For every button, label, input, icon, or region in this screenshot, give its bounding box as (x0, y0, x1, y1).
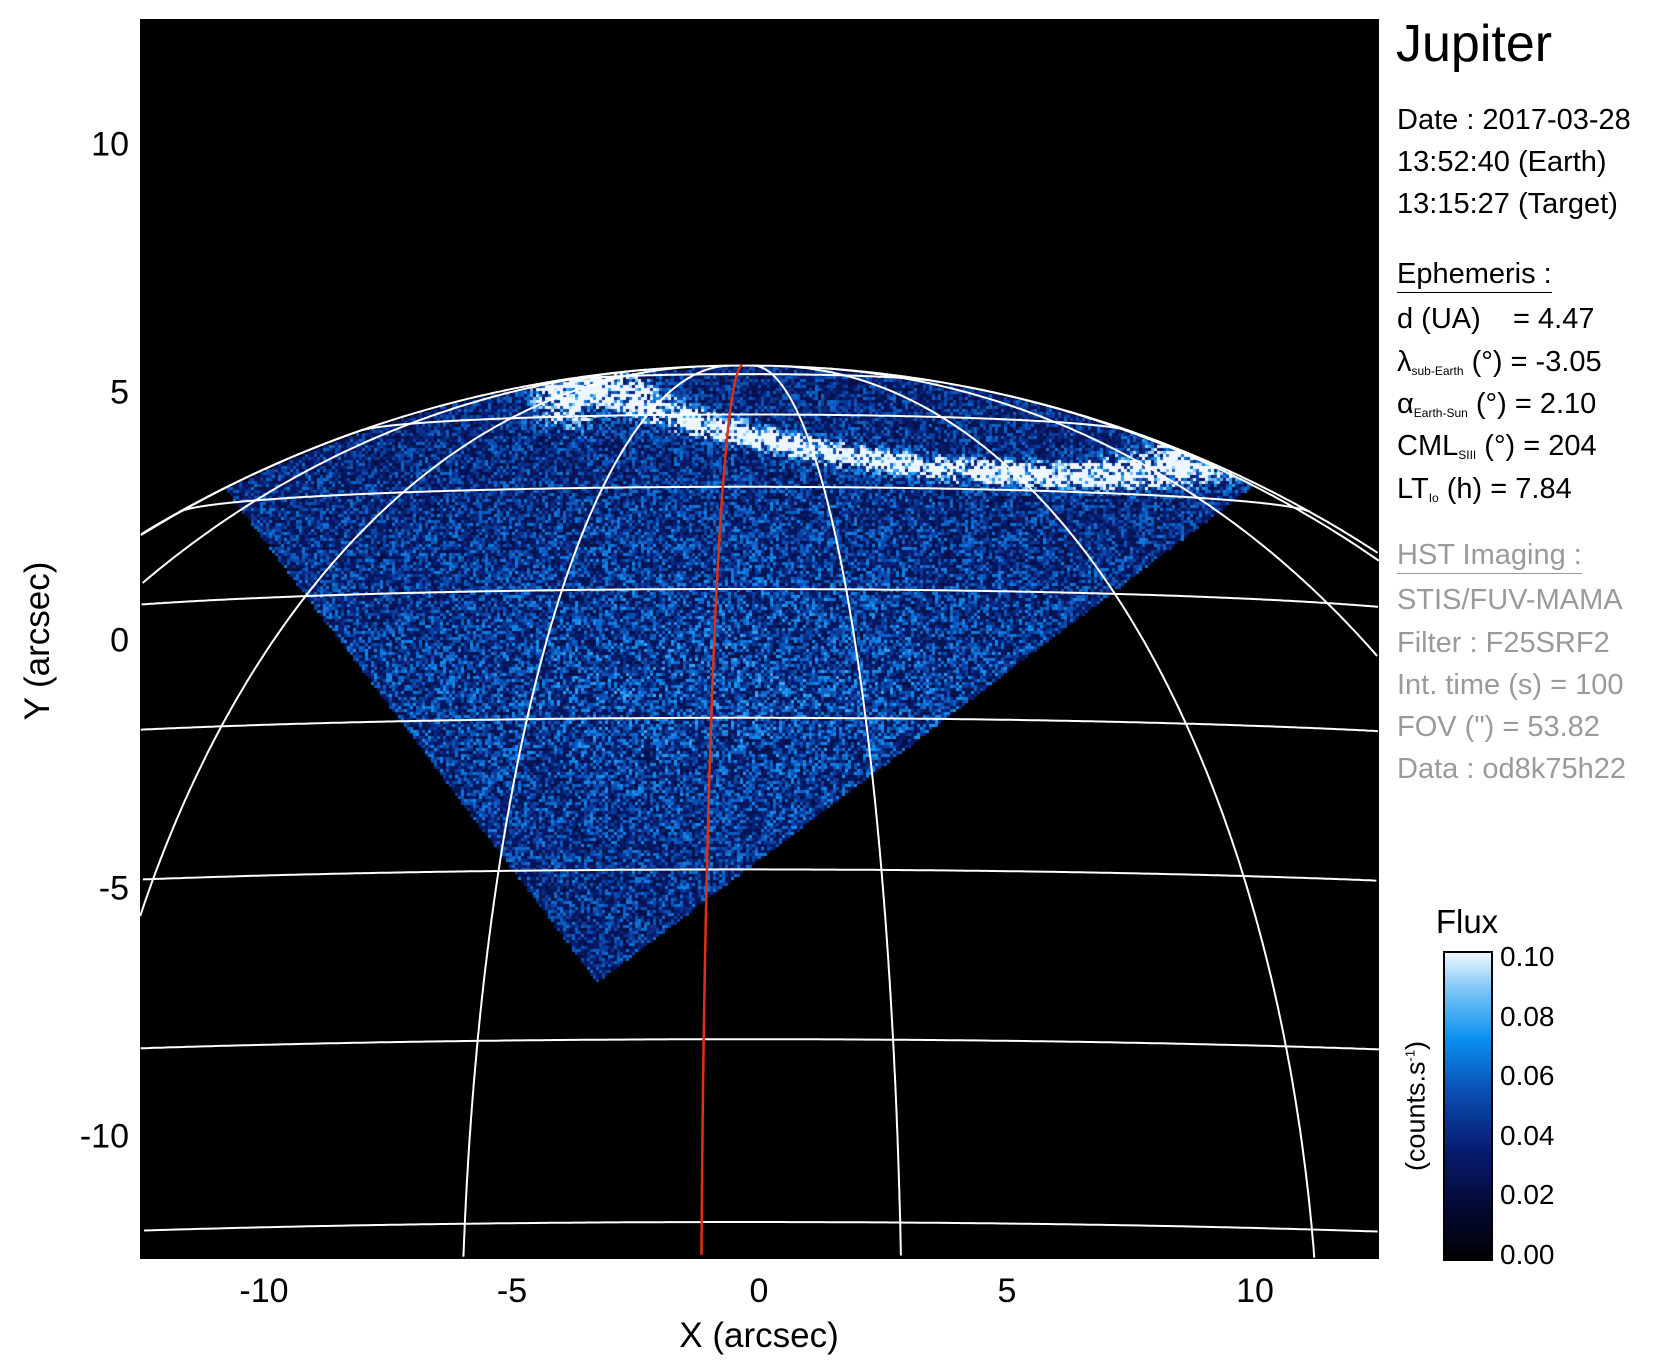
y-tick-label: -10 (79, 1117, 129, 1156)
colorbar-tick-label: 0.06 (1500, 1060, 1555, 1092)
ephemeris-row: αEarth-Sun (°) = 2.10 (1397, 388, 1597, 420)
y-tick-label: 0 (110, 621, 129, 660)
x-tick-label: 0 (749, 1272, 769, 1310)
imaging-line: Data : od8k75h22 (1397, 753, 1626, 785)
y-tick-label: 10 (91, 125, 129, 164)
y-axis-label: Y (arcsec) (18, 561, 57, 721)
time-target: 13:15:27 (Target) (1397, 188, 1618, 220)
auroral-image (140, 19, 1379, 1259)
colorbar-tick-label: 0.00 (1500, 1239, 1555, 1270)
date-text: Date : 2017-03-28 (1397, 104, 1631, 136)
longitude-line (752, 364, 902, 1256)
y-tick-label: 5 (110, 373, 129, 412)
longitude-line (141, 368, 647, 584)
x-tick-label: -10 (239, 1272, 289, 1310)
colorbar-tick-label: 0.02 (1500, 1179, 1555, 1211)
imaging-line: FOV (") = 53.82 (1397, 711, 1600, 743)
colorbar-tick-label: 0.10 (1500, 941, 1555, 972)
longitude-line (462, 364, 730, 1257)
longitude-line (140, 365, 701, 917)
imaging-line: STIS/FUV-MAMA (1397, 584, 1623, 616)
colorbar (1443, 951, 1493, 1261)
imaging-line: Int. time (s) = 100 (1397, 669, 1624, 701)
latitude-line (178, 485, 1311, 513)
longitude-line (140, 429, 361, 536)
colorbar-tick-label: 0.08 (1500, 1000, 1555, 1032)
ephemeris-row: LTIo (h) = 7.84 (1397, 473, 1572, 505)
x-axis-label: X (arcsec) (679, 1316, 839, 1355)
x-tick-label: 5 (997, 1272, 1017, 1310)
target-title: Jupiter (1396, 15, 1553, 73)
ephemeris-row: λsub-Earth (°) = -3.05 (1397, 346, 1602, 378)
latitude-line (144, 1221, 1378, 1233)
colorbar-units: (counts.s-1) (1400, 1040, 1431, 1172)
x-tick-label: -5 (496, 1272, 528, 1310)
latitude-line (140, 716, 1378, 733)
latitude-line (359, 413, 1130, 432)
image-plot-area (140, 19, 1379, 1259)
y-tick-label: -5 (98, 869, 129, 908)
planet-grid-overlay (140, 364, 1379, 1258)
latitude-line (142, 868, 1377, 882)
colorbar-title: Flux (1435, 903, 1499, 940)
ephemeris-row: CMLSIII (°) = 204 (1397, 430, 1597, 462)
ephemeris-row: d (UA) = 4.47 (1397, 303, 1595, 335)
longitude-line (963, 385, 1379, 562)
planet-limb (140, 364, 1379, 554)
latitude-line (141, 588, 1379, 608)
imaging-title: HST Imaging : (1397, 539, 1582, 574)
imaging-line: Filter : F25SRF2 (1397, 627, 1610, 659)
colorbar-tick-label: 0.04 (1500, 1119, 1555, 1151)
time-earth: 13:52:40 (Earth) (1397, 146, 1607, 178)
central-meridian-line (700, 364, 743, 1255)
longitude-line (823, 367, 1378, 657)
latitude-line (140, 1038, 1379, 1051)
x-tick-label: 10 (1236, 1272, 1274, 1310)
longitude-line (779, 365, 1316, 1258)
ephemeris-title: Ephemeris : (1397, 258, 1552, 293)
